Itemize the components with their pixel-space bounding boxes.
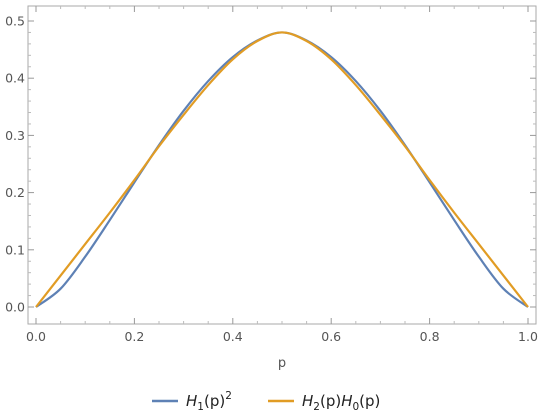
x-axis-title: p: [278, 356, 286, 371]
axis-tick-labels: 0.0 0.2 0.4 0.6 0.8 1.0 0.0 0.1 0.2 0.3 0.4 0.5: [5, 14, 538, 345]
y-tick-label: 0.0: [5, 300, 25, 315]
x-tick-label: 0.0: [26, 329, 46, 344]
series-lines: [35, 31, 529, 308]
axis-ticks: [28, 6, 536, 324]
legend: H1(p)2 H2(p)H0(p): [152, 390, 380, 413]
x-tick-label: 0.2: [124, 329, 144, 344]
y-tick-label: 0.5: [5, 14, 25, 29]
x-tick-label: 0.6: [321, 329, 341, 344]
plot-frame: [27, 5, 537, 325]
x-tick-label: 1.0: [518, 329, 538, 344]
y-tick-label: 0.2: [5, 185, 25, 200]
series-line-1: [35, 31, 529, 308]
y-tick-label: 0.4: [5, 71, 25, 86]
x-tick-label: 0.4: [223, 329, 243, 344]
series-line-2: [35, 31, 529, 308]
legend-label-series-1: H1(p)2: [186, 390, 232, 413]
y-tick-label: 0.3: [5, 128, 25, 143]
legend-label-series-2: H2(p)H0(p): [302, 392, 380, 413]
x-tick-label: 0.8: [420, 329, 440, 344]
y-tick-label: 0.1: [5, 242, 25, 257]
